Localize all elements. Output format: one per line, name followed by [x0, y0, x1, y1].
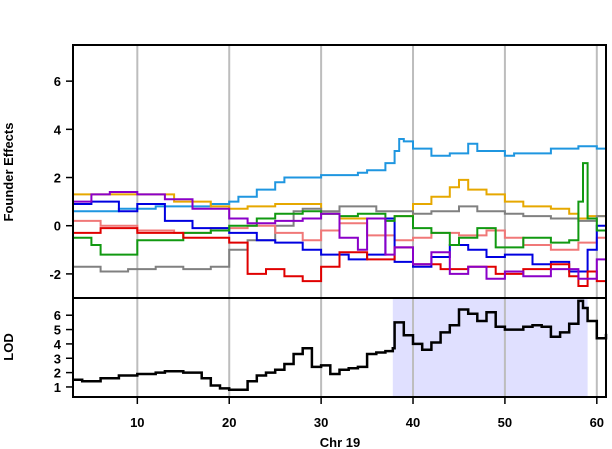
bottom-y-axis-title: LOD: [1, 333, 16, 360]
top-series-group: [73, 138, 607, 289]
top-y-axis-title: Founder Effects: [1, 123, 16, 222]
founder-effect-line: [73, 191, 607, 280]
top-y-tick-label: 2: [54, 171, 61, 186]
top-grid: [136, 45, 598, 298]
lod-interval-band: [392, 298, 588, 397]
x-tick-label: 20: [222, 415, 236, 430]
x-tick-label: 60: [590, 415, 604, 430]
founder-effect-line: [73, 162, 607, 256]
top-y-axis: -2 0 2 4 6: [49, 74, 73, 282]
x-tick-label: 50: [498, 415, 512, 430]
founder-effects-panel: -2 0 2 4 6 Founder Effects: [1, 44, 607, 299]
bottom-grid: [136, 298, 598, 397]
founder-effect-line: [73, 205, 607, 273]
bottom-y-tick-label: 5: [54, 323, 61, 338]
lod-line: [73, 299, 608, 392]
lod-support-interval: [392, 298, 588, 397]
x-tick-label: 10: [130, 415, 144, 430]
x-tick-label: 40: [406, 415, 420, 430]
top-y-tick-label: 6: [54, 74, 61, 89]
top-y-tick-label: 4: [54, 122, 62, 137]
bottom-x-axis: 10 20 30 40 50 60: [130, 397, 604, 430]
bottom-y-tick-label: 4: [54, 337, 62, 352]
top-y-tick-label: 0: [54, 219, 61, 234]
lod-series-group: [73, 299, 608, 392]
top-y-tick-label: -2: [49, 267, 61, 282]
founder-effect-line: [73, 227, 607, 289]
x-axis-title: Chr 19: [320, 435, 360, 449]
bottom-y-tick-label: 3: [54, 351, 61, 366]
bottom-panel-border: [72, 297, 607, 398]
bottom-y-tick-label: 1: [54, 380, 61, 395]
bottom-y-tick-label: 2: [54, 366, 61, 381]
bottom-y-tick-label: 6: [54, 308, 61, 323]
x-tick-label: 30: [314, 415, 328, 430]
founder-effect-line: [73, 138, 606, 213]
